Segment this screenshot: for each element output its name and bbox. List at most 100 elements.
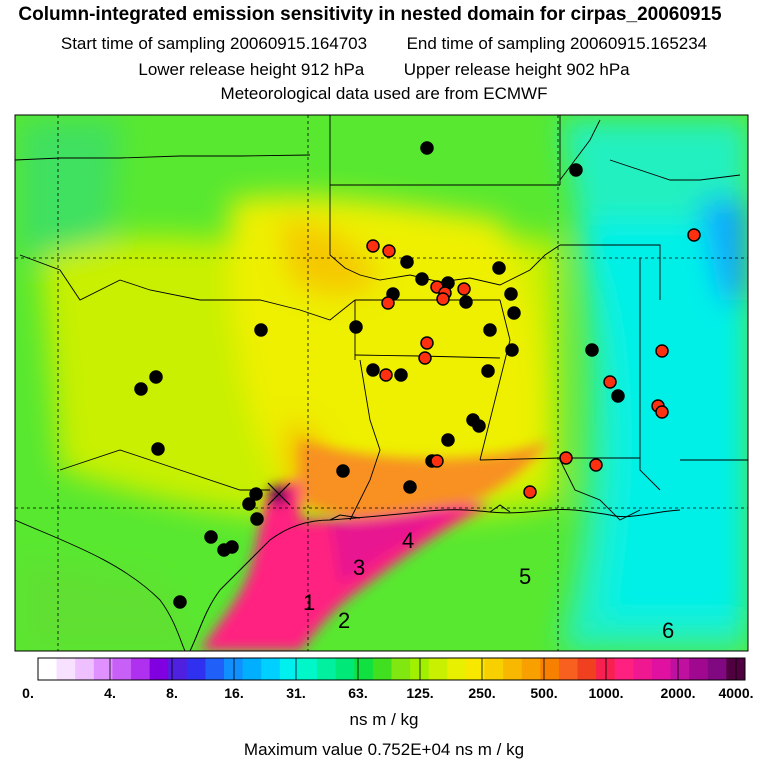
receptor-dot-black bbox=[504, 287, 518, 301]
colorbar-swatch bbox=[689, 658, 709, 680]
receptor-dot-black bbox=[483, 323, 497, 337]
colorbar-swatch bbox=[131, 658, 151, 680]
colorbar-swatch bbox=[317, 658, 337, 680]
colorbar-swatch bbox=[354, 658, 374, 680]
colorbar-tick-label: 63. bbox=[348, 685, 367, 701]
region-label-2: 2 bbox=[338, 608, 350, 633]
receptor-dot-black bbox=[420, 141, 434, 155]
receptor-dot-black bbox=[336, 464, 350, 478]
colorbar-tick-label: 1000. bbox=[588, 685, 623, 701]
colorbar-tick-label: 4000. bbox=[718, 685, 753, 701]
receptor-dot-black bbox=[505, 343, 519, 357]
colorbar-tick-label: 250. bbox=[468, 685, 495, 701]
sensitivity-field bbox=[15, 115, 748, 651]
receptor-dot-red bbox=[523, 485, 537, 499]
colorbar-tick-label: 4. bbox=[104, 685, 116, 701]
colorbar-swatch bbox=[651, 658, 672, 680]
colorbar-swatch bbox=[428, 658, 448, 680]
colorbar-swatch bbox=[93, 658, 113, 680]
start-time-value: 20060915.164703 bbox=[230, 34, 368, 53]
receptor-dot-black bbox=[204, 530, 218, 544]
coastline bbox=[189, 504, 681, 651]
receptor-dot-black bbox=[134, 382, 148, 396]
colorbar-swatch bbox=[577, 658, 597, 680]
region-label-6: 6 bbox=[662, 618, 674, 643]
receptor-dot-black bbox=[254, 323, 268, 337]
receptor-dot-black bbox=[394, 368, 408, 382]
release-marker bbox=[267, 482, 291, 506]
receptor-dot-black bbox=[217, 543, 231, 557]
lower-release-value: 912 hPa bbox=[300, 60, 365, 79]
colorbar-tick-label: 500. bbox=[530, 685, 557, 701]
receptor-dot-red bbox=[559, 451, 573, 465]
receptor-dots bbox=[134, 141, 701, 609]
upper-release-label: Upper release height bbox=[403, 60, 562, 79]
receptor-dot-black bbox=[507, 306, 521, 320]
colorbar-swatch bbox=[261, 658, 281, 680]
receptor-dot-black bbox=[472, 419, 486, 433]
receptor-dot-black bbox=[569, 163, 583, 177]
release-heights: Lower release height 912 hPa Upper relea… bbox=[0, 60, 768, 80]
colorbar-tick-label: 16. bbox=[224, 685, 243, 701]
receptor-dot-black bbox=[492, 261, 506, 275]
colorbar-swatch bbox=[186, 658, 206, 680]
colorbar-swatch bbox=[205, 658, 225, 680]
receptor-dot-black bbox=[242, 497, 256, 511]
end-time-label: End time of sampling bbox=[406, 34, 566, 53]
plot-title: Column-integrated emission sensitivity i… bbox=[18, 4, 722, 25]
colorbar-frame bbox=[37, 657, 746, 681]
receptor-dot-red bbox=[457, 282, 471, 296]
colorbar-swatch bbox=[75, 658, 95, 680]
met-data-line: Meteorological data used are from ECMWF bbox=[220, 84, 548, 103]
colorbar-swatch bbox=[707, 658, 727, 680]
colorbar-swatch bbox=[372, 658, 392, 680]
receptor-dot-red bbox=[379, 368, 393, 382]
colorbar-tick-label: 31. bbox=[286, 685, 305, 701]
lower-release-label: Lower release height bbox=[138, 60, 297, 79]
colorbar-tick-label: 2000. bbox=[660, 685, 695, 701]
colorbar-swatch bbox=[614, 658, 634, 680]
receptor-dot-black bbox=[250, 512, 264, 526]
colorbar-tick-label: 125. bbox=[406, 685, 433, 701]
colorbar-swatch bbox=[38, 658, 58, 680]
colorbar-swatch bbox=[521, 658, 541, 680]
colorbar-swatch bbox=[149, 658, 169, 680]
colorbar-swatch bbox=[633, 658, 653, 680]
receptor-dot-black bbox=[403, 480, 417, 494]
colorbar-swatches bbox=[38, 658, 746, 680]
colorbar-swatch bbox=[484, 658, 504, 680]
receptor-dot-black bbox=[415, 272, 429, 286]
sampling-times: Start time of sampling 20060915.164703 E… bbox=[0, 34, 768, 54]
colorbar: 0. 4. 8. 16. 31. 63. 125. 250. 500. 1000. 2000. 400… bbox=[22, 657, 754, 701]
end-time-value: 20060915.165234 bbox=[570, 34, 708, 53]
region-label-3: 3 bbox=[353, 555, 365, 580]
colorbar-tick-label: 8. bbox=[166, 685, 178, 701]
colorbar-swatch bbox=[558, 658, 579, 680]
colorbar-swatch bbox=[503, 658, 523, 680]
receptor-dot-black bbox=[249, 487, 263, 501]
colorbar-swatch bbox=[56, 658, 76, 680]
receptor-dot-black bbox=[585, 343, 599, 357]
receptor-dot-black bbox=[366, 363, 380, 377]
receptor-dot-black bbox=[173, 595, 187, 609]
receptor-dot-red bbox=[589, 458, 603, 472]
receptor-dot-black bbox=[481, 364, 495, 378]
receptor-dot-red bbox=[603, 375, 617, 389]
receptor-dot-red bbox=[381, 296, 395, 310]
receptor-dot-black bbox=[441, 433, 455, 447]
receptor-dot-black bbox=[151, 442, 165, 456]
colorbar-swatch bbox=[335, 658, 355, 680]
receptor-dot-red bbox=[366, 239, 380, 253]
start-time-label: Start time of sampling bbox=[60, 34, 226, 53]
upper-release-value: 902 hPa bbox=[566, 60, 630, 79]
receptor-dot-red bbox=[420, 336, 434, 350]
receptor-dot-red bbox=[382, 244, 396, 258]
colorbar-swatch bbox=[168, 658, 188, 680]
colorbar-swatch bbox=[112, 658, 132, 680]
colorbar-swatch bbox=[670, 658, 690, 680]
receptor-dot-black bbox=[459, 295, 473, 309]
colorbar-tick-label: 0. bbox=[22, 685, 34, 701]
colorbar-units: ns m / kg bbox=[349, 710, 419, 729]
colorbar-swatch bbox=[447, 658, 467, 680]
